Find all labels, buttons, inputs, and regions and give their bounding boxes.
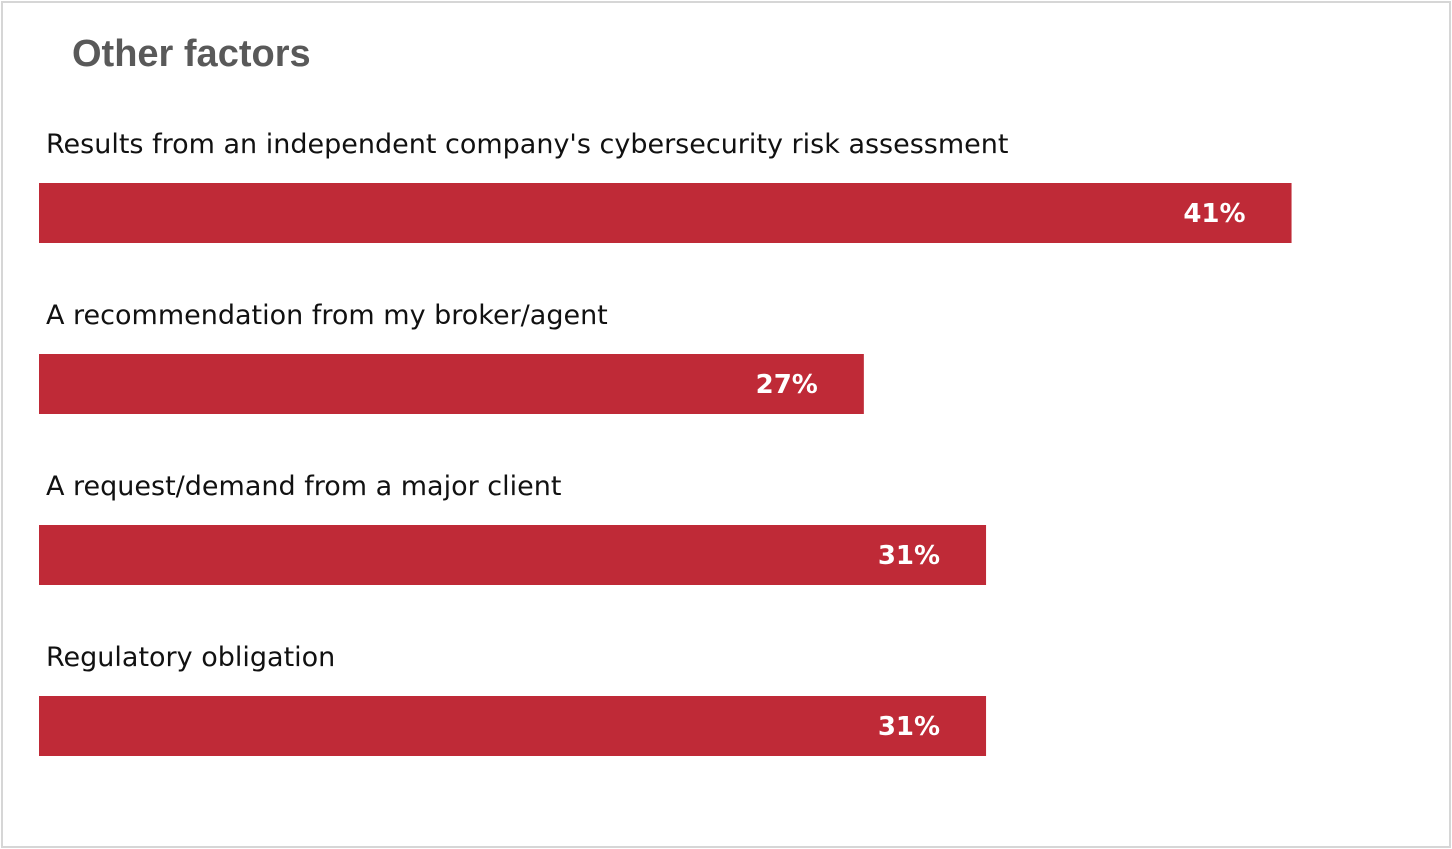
value-label: 31% — [878, 712, 940, 742]
value-label: 27% — [756, 370, 818, 400]
chart-title: Other factors — [72, 33, 311, 75]
bar — [39, 354, 864, 414]
value-label: 31% — [878, 541, 940, 571]
value-label: 41% — [1183, 199, 1245, 229]
category-label: Regulatory obligation — [46, 642, 335, 673]
bar — [39, 183, 1292, 243]
category-label: Results from an independent company's cy… — [46, 129, 1008, 160]
category-label: A recommendation from my broker/agent — [46, 300, 608, 331]
category-label: A request/demand from a major client — [46, 471, 561, 502]
bar-chart: Results from an independent company's cy… — [39, 129, 1292, 756]
bar — [39, 525, 987, 585]
bar — [39, 696, 987, 756]
